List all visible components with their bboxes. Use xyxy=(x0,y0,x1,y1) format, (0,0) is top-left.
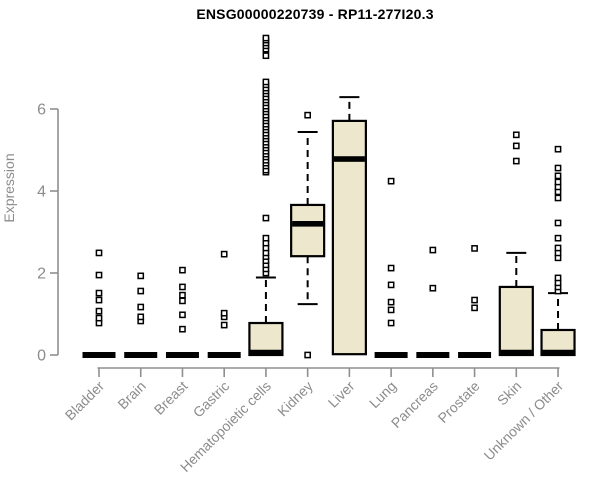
outlier-gastric-3 xyxy=(220,250,228,258)
outlier-prostate-0 xyxy=(471,304,478,312)
outlier-unknown-other-6 xyxy=(554,244,562,252)
outlier-skin-2 xyxy=(512,131,520,139)
outlier-pancreas-1 xyxy=(429,246,437,254)
outlier-lung-4 xyxy=(387,264,395,272)
outlier-breast-1 xyxy=(179,311,186,319)
outlier-hematopoietic-cells-40 xyxy=(262,78,270,86)
x-label-brain: Brain xyxy=(114,378,148,412)
outlier-bladder-6 xyxy=(95,249,103,257)
box-collapsed-lung xyxy=(374,352,408,358)
outlier-bladder-2 xyxy=(95,307,103,315)
median-liver xyxy=(333,156,365,162)
outlier-unknown-other-15 xyxy=(554,145,562,153)
outlier-hematopoietic-cells-41 xyxy=(262,52,270,60)
outlier-bladder-4 xyxy=(95,289,103,297)
box-collapsed-gastric xyxy=(207,352,241,358)
y-tick-label-6: 6 xyxy=(37,102,46,119)
outlier-breast-3 xyxy=(179,291,186,299)
median-skin xyxy=(500,349,532,356)
outlier-unknown-other-13 xyxy=(554,172,562,180)
outlier-kidney-0 xyxy=(304,351,311,359)
outlier-brain-3 xyxy=(137,287,145,295)
box-collapsed-brain xyxy=(124,352,158,358)
box-skin xyxy=(498,285,534,357)
outlier-prostate-2 xyxy=(471,245,478,252)
outlier-unknown-other-3 xyxy=(554,274,562,282)
box-liver xyxy=(331,119,367,356)
y-tick-label-2: 2 xyxy=(37,266,46,283)
outlier-unknown-other-7 xyxy=(554,234,562,242)
outlier-gastric-0 xyxy=(220,321,228,329)
outlier-lung-5 xyxy=(387,177,395,185)
outlier-unknown-other-12 xyxy=(554,178,562,186)
outlier-breast-5 xyxy=(179,266,186,274)
outlier-lung-3 xyxy=(387,281,395,289)
box-collapsed-bladder xyxy=(82,352,116,358)
y-tick-label-4: 4 xyxy=(37,184,46,201)
x-label-unknown-other: Unknown / Other xyxy=(481,378,567,464)
outlier-kidney-1 xyxy=(304,111,311,119)
outlier-skin-0 xyxy=(512,157,520,165)
x-label-bladder: Bladder xyxy=(62,378,108,424)
outlier-bladder-1 xyxy=(95,314,103,322)
outlier-breast-2 xyxy=(179,297,186,305)
outlier-brain-1 xyxy=(137,313,145,321)
outlier-unknown-other-9 xyxy=(554,194,562,202)
x-label-prostate: Prostate xyxy=(435,378,483,426)
x-label-breast: Breast xyxy=(151,378,191,418)
outlier-bladder-3 xyxy=(95,296,103,304)
x-label-lung: Lung xyxy=(366,378,399,411)
outlier-lung-1 xyxy=(387,306,395,314)
x-label-kidney: Kidney xyxy=(274,378,316,420)
outlier-prostate-1 xyxy=(471,296,478,304)
outlier-skin-1 xyxy=(512,142,520,150)
chart-title: ENSG00000220739 - RP11-277I20.3 xyxy=(196,6,434,22)
median-unknown-other xyxy=(542,349,574,356)
outlier-brain-2 xyxy=(137,303,145,311)
median-hematopoietic-cells xyxy=(250,349,282,356)
box-collapsed-pancreas xyxy=(416,352,450,358)
outlier-hematopoietic-cells-9 xyxy=(262,214,270,222)
box-kidney xyxy=(290,203,326,258)
outlier-unknown-other-8 xyxy=(554,219,562,227)
x-label-liver: Liver xyxy=(325,378,358,411)
outlier-gastric-2 xyxy=(220,309,228,317)
outlier-breast-0 xyxy=(179,325,186,333)
outlier-brain-4 xyxy=(137,272,145,280)
box-collapsed-breast xyxy=(165,352,199,358)
outlier-hematopoietic-cells-46 xyxy=(262,34,270,42)
outlier-lung-2 xyxy=(387,298,395,306)
y-tick-label-0: 0 xyxy=(37,348,46,365)
outlier-bladder-5 xyxy=(95,271,103,279)
outlier-unknown-other-14 xyxy=(554,164,562,172)
box-collapsed-prostate xyxy=(458,352,492,358)
x-label-skin: Skin xyxy=(494,378,525,409)
outlier-lung-0 xyxy=(387,319,395,327)
outlier-hematopoietic-cells-8 xyxy=(262,234,270,242)
median-kidney xyxy=(292,221,324,227)
outlier-pancreas-0 xyxy=(429,284,437,292)
outlier-breast-4 xyxy=(179,283,186,291)
